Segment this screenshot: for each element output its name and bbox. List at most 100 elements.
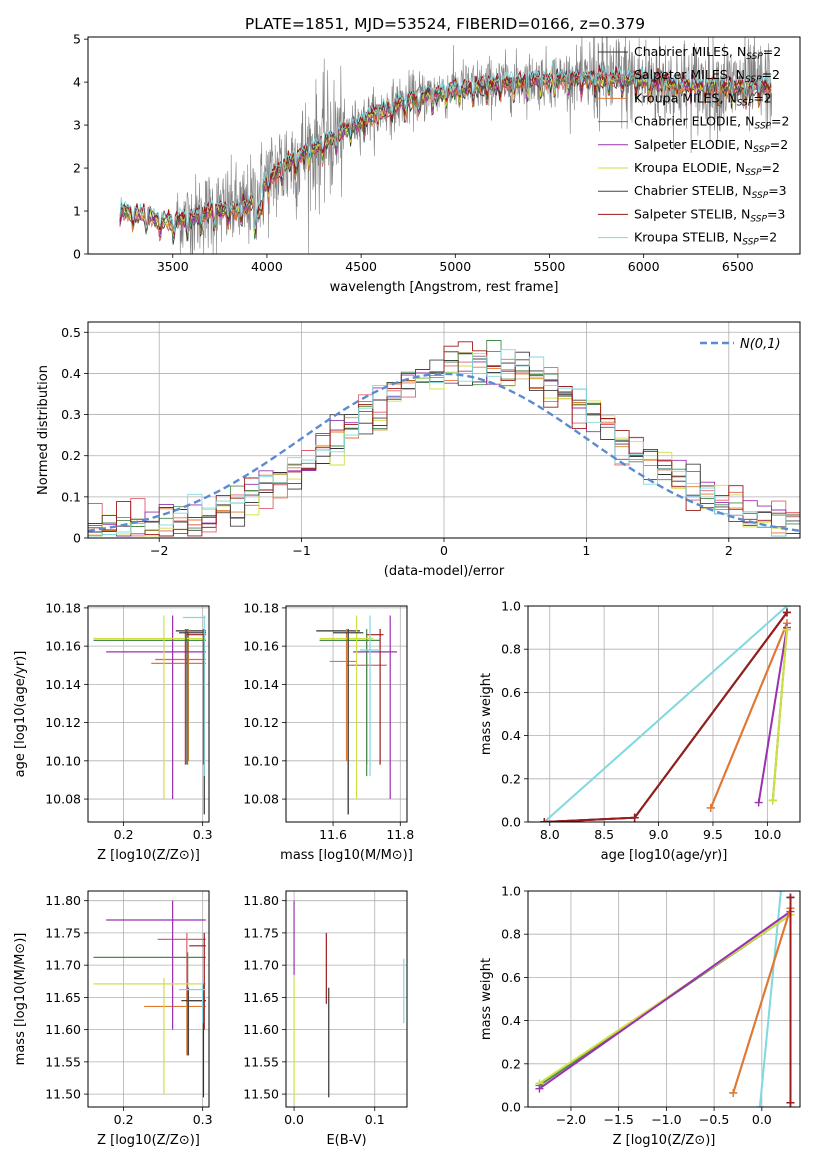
residual-legend: N(0,1) [700,337,781,352]
axes-frame [87,605,210,823]
legend-count: =2 [762,67,780,82]
mass-weight-marker [755,1103,764,1107]
x-tick-label: 11.6 [319,827,347,842]
y-tick-label: 0.0 [501,1100,521,1115]
axes-frame [87,890,210,1108]
legend-subscript: SSP [745,168,762,178]
x-tick-label: 5000 [439,259,471,274]
legend-count: =2 [770,137,788,152]
legend-subscript: SSP [754,122,771,132]
y-tick-label: 11.65 [45,990,81,1005]
y-tick-label: 11.70 [45,958,81,973]
y-tick-label: 11.80 [45,893,81,908]
axes-frame [527,605,801,823]
y-tick-label: 10.08 [45,792,81,807]
x-tick-label: 11.8 [386,827,414,842]
x-tick-label: 8.0 [540,827,560,842]
legend-model-name: Chabrier MILES, N [634,44,746,59]
y-axis-label: age [log10(age/yr)] [13,651,28,778]
legend-count: =2 [771,114,789,129]
x-tick-label: 0.3 [193,827,213,842]
legend-label: Salpeter STELIB, NSSP=3 [634,206,785,224]
axes-mass_vs_Z: 0.2 0.3 11.50 11.55 11.60 11.65 11.70 11.75 11.8… [13,890,213,1148]
y-axis-label: mass weight [479,958,494,1040]
x-tick-label: 6500 [722,259,754,274]
legend-label: Salpeter ELODIE, NSSP=2 [634,137,788,155]
y-tick-label: 0.2 [61,448,81,463]
axes-frame [285,605,408,823]
legend-label: Kroupa MILES, NSSP=2 [634,90,772,108]
x-tick-label: 0 [440,543,448,558]
legend-subscript: SSP [753,145,770,155]
legend-count: =2 [759,230,777,245]
x-axis-label: age [log10(age/yr)] [601,848,728,863]
legend-label: Salpeter MILES, NSSP=2 [634,67,780,85]
y-tick-label: 10.14 [45,677,81,692]
x-axis-label: wavelength [Angstrom, rest frame] [330,280,559,295]
x-tick-label: −1.5 [603,1112,633,1127]
y-tick-label: 1.0 [501,884,521,899]
legend-count: =2 [762,160,780,175]
legend-subscript: SSP [750,214,767,224]
legend-model-name: Chabrier STELIB, N [634,183,752,198]
x-tick-label: −2 [150,543,168,558]
y-tick-label: 11.75 [45,925,81,940]
x-tick-label: −1 [292,543,310,558]
x-tick-label: 0.0 [752,1112,772,1127]
x-tick-label: −1.0 [651,1112,681,1127]
x-tick-label: 1 [582,543,590,558]
mass-weight-marker [776,891,785,895]
x-tick-label: 0.2 [114,827,134,842]
y-tick-label: 0.4 [501,728,521,743]
x-axis-label: Z [log10(Z/Z⊙)] [97,1133,200,1148]
legend-label: Chabrier ELODIE, NSSP=2 [634,114,789,132]
x-tick-label: 0.3 [193,1112,213,1127]
y-tick-label: 0.8 [501,642,521,657]
legend-subscript: SSP [742,238,759,248]
figure-title: PLATE=1851, MJD=53524, FIBERID=0166, z=0… [245,15,645,33]
legend-count: =2 [753,90,771,105]
legend-count: =3 [768,183,786,198]
y-tick-label: 5 [73,32,81,47]
plot-area [286,606,407,822]
axes-weight_vs_age: 8.0 8.5 9.0 9.5 10.0 0.0 0.2 0.4 0.6 0.8 1.0 age [l… [479,599,801,863]
y-tick-label: 10.16 [45,639,81,654]
y-tick-label: 10.08 [243,792,279,807]
y-tick-label: 0.4 [61,366,81,381]
y-tick-label: 4 [73,75,81,90]
y-tick-label: 0.1 [61,489,81,504]
x-tick-label: 9.0 [649,827,669,842]
x-tick-label: −0.5 [699,1112,729,1127]
y-tick-label: 1 [73,204,81,219]
legend-label: Chabrier MILES, NSSP=2 [634,44,781,62]
mass-weight-marker [540,818,549,822]
x-tick-label: 4500 [345,259,377,274]
y-tick-label: 10.14 [243,677,279,692]
x-tick-label: 4000 [251,259,283,274]
legend-model-name: Kroupa ELODIE, N [634,160,745,175]
legend-count: =3 [767,206,785,221]
x-tick-label: 0.0 [284,1112,304,1127]
x-tick-label: 5500 [534,259,566,274]
x-axis-label: Z [log10(Z/Z⊙)] [97,848,200,863]
y-tick-label: 11.55 [243,1054,279,1069]
legend-model-name: Kroupa STELIB, N [634,230,742,245]
x-axis-label: E(B-V) [326,1133,366,1148]
y-tick-label: 0 [73,247,81,262]
legend-subscript: SSP [737,98,754,108]
y-tick-label: 11.55 [45,1054,81,1069]
plot-area [119,37,772,254]
y-tick-label: 11.70 [243,958,279,973]
axes-frame [87,321,801,539]
y-tick-label: 11.80 [243,893,279,908]
y-tick-label: 0.4 [501,1013,521,1028]
legend-model-name: Salpeter ELODIE, N [634,137,753,152]
y-tick-label: 0.2 [501,1056,521,1071]
axes-frame [285,890,408,1108]
legend-model-name: Chabrier ELODIE, N [634,114,754,129]
mass-weight-marker [786,893,795,902]
y-tick-label: 11.75 [243,925,279,940]
mass-weight-marker [782,608,791,617]
y-tick-label: 0.5 [61,325,81,340]
